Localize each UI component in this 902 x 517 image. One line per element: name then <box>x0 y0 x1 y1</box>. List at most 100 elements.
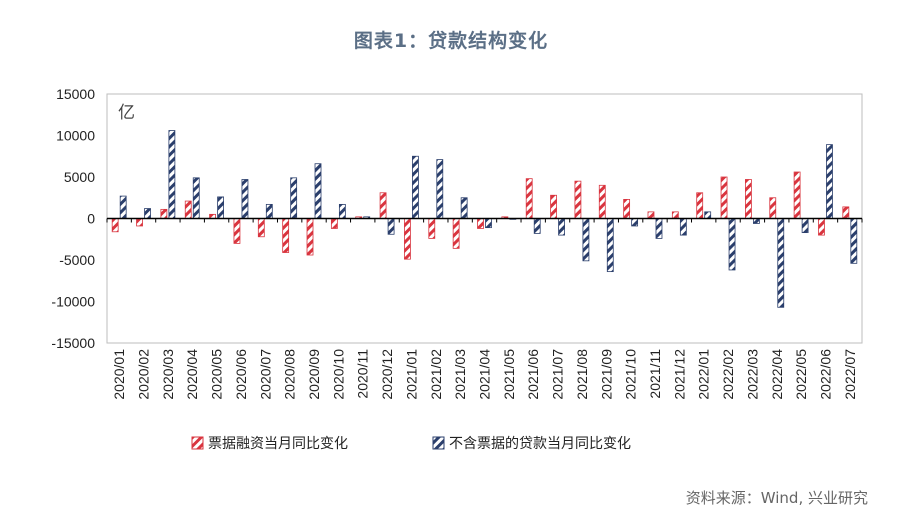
x-tick-label: 2022/03 <box>744 349 760 400</box>
bar-series2 <box>753 218 760 224</box>
bar-series1 <box>136 218 143 227</box>
bar-series2 <box>631 218 639 227</box>
bar-series2 <box>655 218 663 239</box>
x-tick-label: 2022/07 <box>842 349 858 400</box>
source-note: 资料来源：Wind, 兴业研究 <box>685 489 868 507</box>
bar-series1 <box>282 218 290 253</box>
x-tick-label: 2020/06 <box>233 349 249 400</box>
x-tick-label: 2021/09 <box>598 349 614 400</box>
y-tick-label: -10000 <box>51 294 95 310</box>
bar-series1 <box>598 184 606 219</box>
y-tick-label: 15000 <box>56 86 95 102</box>
x-tick-label: 2020/08 <box>282 349 298 400</box>
bar-series1 <box>769 197 777 219</box>
x-tick-label: 2021/06 <box>525 349 541 400</box>
bar-series1 <box>745 179 752 219</box>
x-tick-label: 2020/02 <box>136 349 152 400</box>
x-tick-label: 2020/05 <box>209 349 225 400</box>
x-tick-label: 2021/03 <box>452 349 468 400</box>
bar-series1 <box>525 178 533 219</box>
bar-series1 <box>428 218 436 239</box>
legend-swatch-series1 <box>191 436 204 450</box>
x-tick-label: 2021/08 <box>574 349 590 400</box>
bar-series1 <box>306 218 314 256</box>
bar-series2 <box>606 218 614 273</box>
x-tick-label: 2021/05 <box>501 349 517 400</box>
x-tick-label: 2021/02 <box>428 349 444 400</box>
bar-series1 <box>404 218 411 260</box>
bar-series1 <box>671 211 679 219</box>
legend: 票据融资当月同比变化 不含票据的贷款当月同比变化 <box>191 436 631 452</box>
bar-series2 <box>412 155 419 219</box>
bar-series1 <box>842 206 850 219</box>
legend-label-series2: 不含票据的贷款当月同比变化 <box>449 436 631 452</box>
x-tick-label: 2022/04 <box>769 349 785 400</box>
bar-series2 <box>801 218 809 234</box>
x-tick-label: 2021/11 <box>647 349 663 399</box>
bar-series2 <box>485 218 492 229</box>
bar-series2 <box>460 197 468 219</box>
bar-series1 <box>793 171 801 219</box>
x-tick-label: 2020/03 <box>160 349 176 400</box>
x-tick-label: 2020/09 <box>306 349 322 400</box>
x-tick-label: 2020/01 <box>111 349 127 400</box>
bar-series2 <box>387 218 395 235</box>
bar-series1 <box>330 218 338 229</box>
bar-series1 <box>818 218 825 236</box>
bar-series1 <box>233 218 241 244</box>
x-tick-label: 2020/07 <box>257 349 273 400</box>
legend-swatch-series2 <box>432 436 445 450</box>
bar-series2 <box>558 218 565 236</box>
x-tick-label: 2020/11 <box>355 349 371 399</box>
x-tick-label: 2020/12 <box>379 349 395 400</box>
bar-series1 <box>257 218 265 238</box>
bar-series2 <box>192 177 200 219</box>
bar-series2 <box>533 218 541 234</box>
bar-series2 <box>728 218 736 271</box>
x-tick-label: 2020/04 <box>184 349 200 400</box>
bar-series2 <box>436 159 444 219</box>
bar-series1 <box>720 176 728 219</box>
bar-series1 <box>184 200 192 219</box>
bar-series1 <box>550 194 557 219</box>
bar-series2 <box>826 144 833 219</box>
x-tick-label: 2021/07 <box>550 349 566 400</box>
y-tick-label: 0 <box>87 211 95 227</box>
bar-series2 <box>265 203 273 219</box>
bar-series2 <box>777 218 785 308</box>
unit-label: 亿 <box>118 103 135 123</box>
bar-series1 <box>452 218 460 249</box>
bar-series1 <box>477 218 484 229</box>
bar-series1 <box>111 218 119 233</box>
x-tick-label: 2022/06 <box>817 349 833 400</box>
x-axis: 2020/01 2020/02 2020/03 2020/04 2020/05 2020/… <box>106 217 863 400</box>
x-tick-label: 2021/01 <box>403 349 419 400</box>
bar-series2 <box>168 130 176 219</box>
bar-series1 <box>160 208 168 219</box>
bar-series2 <box>679 218 687 236</box>
x-tick-label: 2021/10 <box>623 349 639 400</box>
y-tick-label: -15000 <box>51 335 95 351</box>
y-tick-label: 5000 <box>64 169 95 185</box>
bar-series2 <box>217 196 224 219</box>
bar-series1 <box>647 211 655 219</box>
bar-series1 <box>379 192 387 219</box>
bar-series1 <box>696 192 704 219</box>
bar-series2 <box>314 163 322 219</box>
bar-series2 <box>144 208 151 219</box>
x-tick-label: 2021/04 <box>477 349 493 400</box>
y-tick-label: -5000 <box>59 252 95 268</box>
chart-title: 图表1：贷款结构变化 <box>353 30 549 52</box>
x-tick-label: 2020/10 <box>330 349 346 400</box>
bar-series2 <box>338 203 346 219</box>
x-tick-label: 2022/02 <box>720 349 736 400</box>
x-tick-label: 2021/12 <box>671 349 687 400</box>
bar-series1 <box>623 199 631 219</box>
bar-series2 <box>290 177 298 219</box>
legend-label-series1: 票据融资当月同比变化 <box>208 436 348 452</box>
bar-series2 <box>850 218 858 264</box>
bar-series2 <box>241 179 249 219</box>
y-tick-label: 10000 <box>56 128 95 144</box>
y-axis: 15000 10000 5000 0 -5000 -10000 -15000 <box>51 86 95 351</box>
